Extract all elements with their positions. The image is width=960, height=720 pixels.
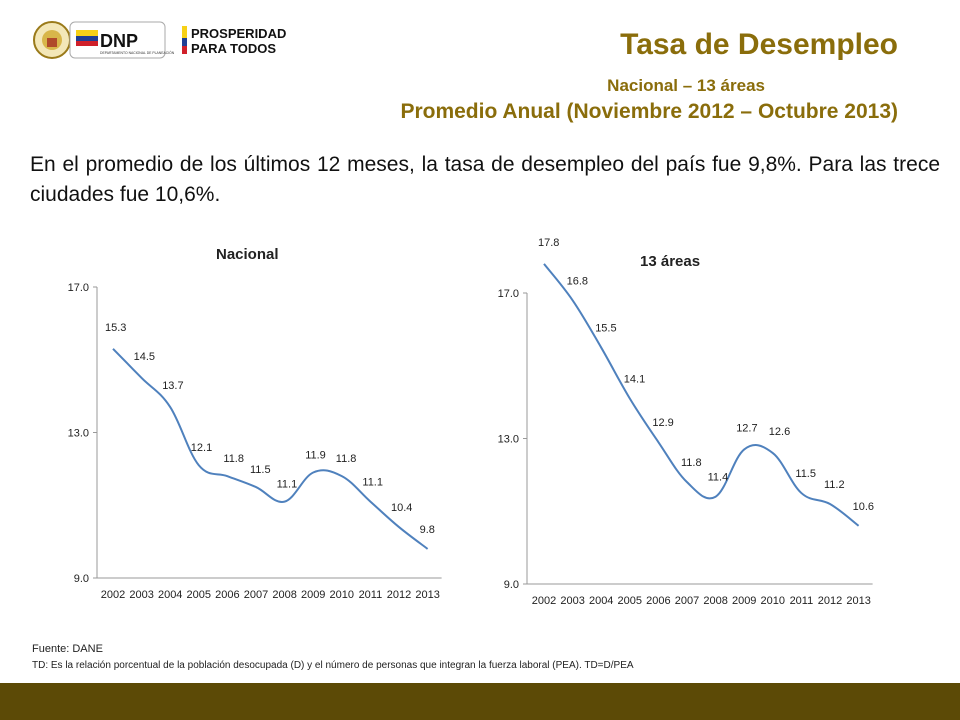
x-tick-label: 2008 xyxy=(703,595,727,607)
data-label: 11.8 xyxy=(681,457,702,469)
source-text: Fuente: DANE xyxy=(32,643,103,655)
x-tick-label: 2012 xyxy=(818,595,842,607)
x-tick-label: 2007 xyxy=(244,589,268,601)
data-label: 11.9 xyxy=(305,450,326,462)
data-label: 11.1 xyxy=(277,479,298,491)
data-label: 11.1 xyxy=(362,477,383,489)
y-tick-label: 9.0 xyxy=(504,579,519,591)
x-tick-label: 2003 xyxy=(129,589,153,601)
x-tick-label: 2007 xyxy=(675,595,699,607)
x-tick-label: 2002 xyxy=(532,595,556,607)
data-label: 11.8 xyxy=(336,453,357,465)
dnp-logo: DNP DEPARTAMENTO NACIONAL DE PLANEACIÓN xyxy=(69,21,175,59)
data-label: 10.6 xyxy=(853,501,874,513)
summary-text: En el promedio de los últimos 12 meses, … xyxy=(30,153,940,206)
x-tick-label: 2002 xyxy=(101,589,125,601)
chart-title-13-areas: 13 áreas xyxy=(640,253,701,270)
x-tick-label: 2011 xyxy=(359,589,383,601)
x-tick-label: 2011 xyxy=(790,595,814,607)
x-tick-label: 2006 xyxy=(215,589,239,601)
series-line xyxy=(543,263,860,527)
y-tick-label: 9.0 xyxy=(74,573,89,585)
series-line xyxy=(112,348,429,550)
x-tick-label: 2006 xyxy=(646,595,670,607)
page-subtitle-areas: Nacional – 13 áreas xyxy=(607,76,765,95)
data-label: 11.4 xyxy=(708,472,729,484)
data-label: 16.8 xyxy=(567,275,588,287)
data-label: 12.9 xyxy=(652,417,673,429)
data-label: 14.1 xyxy=(624,373,645,385)
colombia-seal-icon xyxy=(33,21,71,59)
x-tick-label: 2013 xyxy=(415,589,439,601)
data-label: 12.1 xyxy=(191,442,212,454)
data-label: 17.8 xyxy=(538,237,559,249)
page-title: Tasa de Desempleo xyxy=(620,28,898,61)
x-tick-label: 2009 xyxy=(301,589,325,601)
page-subtitle-period: Promedio Anual (Noviembre 2012 – Octubre… xyxy=(400,100,898,123)
y-tick-label: 17.0 xyxy=(68,282,89,294)
y-tick-label: 13.0 xyxy=(68,428,89,440)
x-tick-label: 2009 xyxy=(732,595,756,607)
x-tick-label: 2005 xyxy=(618,595,642,607)
data-label: 11.2 xyxy=(824,479,845,491)
data-label: 13.7 xyxy=(162,380,183,392)
dnp-logo-subtext: DEPARTAMENTO NACIONAL DE PLANEACIÓN xyxy=(100,50,175,55)
x-tick-label: 2013 xyxy=(846,595,870,607)
logo-group: DNP DEPARTAMENTO NACIONAL DE PLANEACIÓN … xyxy=(33,21,286,59)
prosperidad-line2: PARA TODOS xyxy=(191,41,276,56)
x-tick-label: 2003 xyxy=(560,595,584,607)
x-tick-label: 2004 xyxy=(158,589,182,601)
data-label: 14.5 xyxy=(134,351,155,363)
x-tick-label: 2008 xyxy=(272,589,296,601)
x-tick-label: 2010 xyxy=(761,595,785,607)
data-label: 11.5 xyxy=(795,468,816,480)
y-tick-label: 13.0 xyxy=(498,434,519,446)
header-logos: DNP DEPARTAMENTO NACIONAL DE PLANEACIÓN … xyxy=(30,18,310,62)
data-label: 10.4 xyxy=(391,502,412,514)
y-tick-label: 17.0 xyxy=(498,288,519,300)
data-label: 12.7 xyxy=(736,422,757,434)
footer-bar xyxy=(0,683,960,720)
dnp-logo-text: DNP xyxy=(100,31,138,51)
chart-title-nacional: Nacional xyxy=(216,246,279,263)
x-tick-label: 2010 xyxy=(330,589,354,601)
x-tick-label: 2004 xyxy=(589,595,613,607)
data-label: 11.8 xyxy=(223,453,244,465)
data-label: 9.8 xyxy=(420,524,435,536)
x-tick-label: 2012 xyxy=(387,589,411,601)
prosperidad-line1: PROSPERIDAD xyxy=(191,26,286,41)
prosperidad-logo: PROSPERIDAD PARA TODOS xyxy=(182,26,286,56)
data-label: 15.3 xyxy=(105,322,126,334)
data-label: 12.6 xyxy=(769,426,790,438)
data-label: 15.5 xyxy=(595,323,616,335)
data-label: 11.5 xyxy=(250,464,271,476)
definition-note: TD: Es la relación porcentual de la pobl… xyxy=(32,660,634,671)
x-tick-label: 2005 xyxy=(187,589,211,601)
